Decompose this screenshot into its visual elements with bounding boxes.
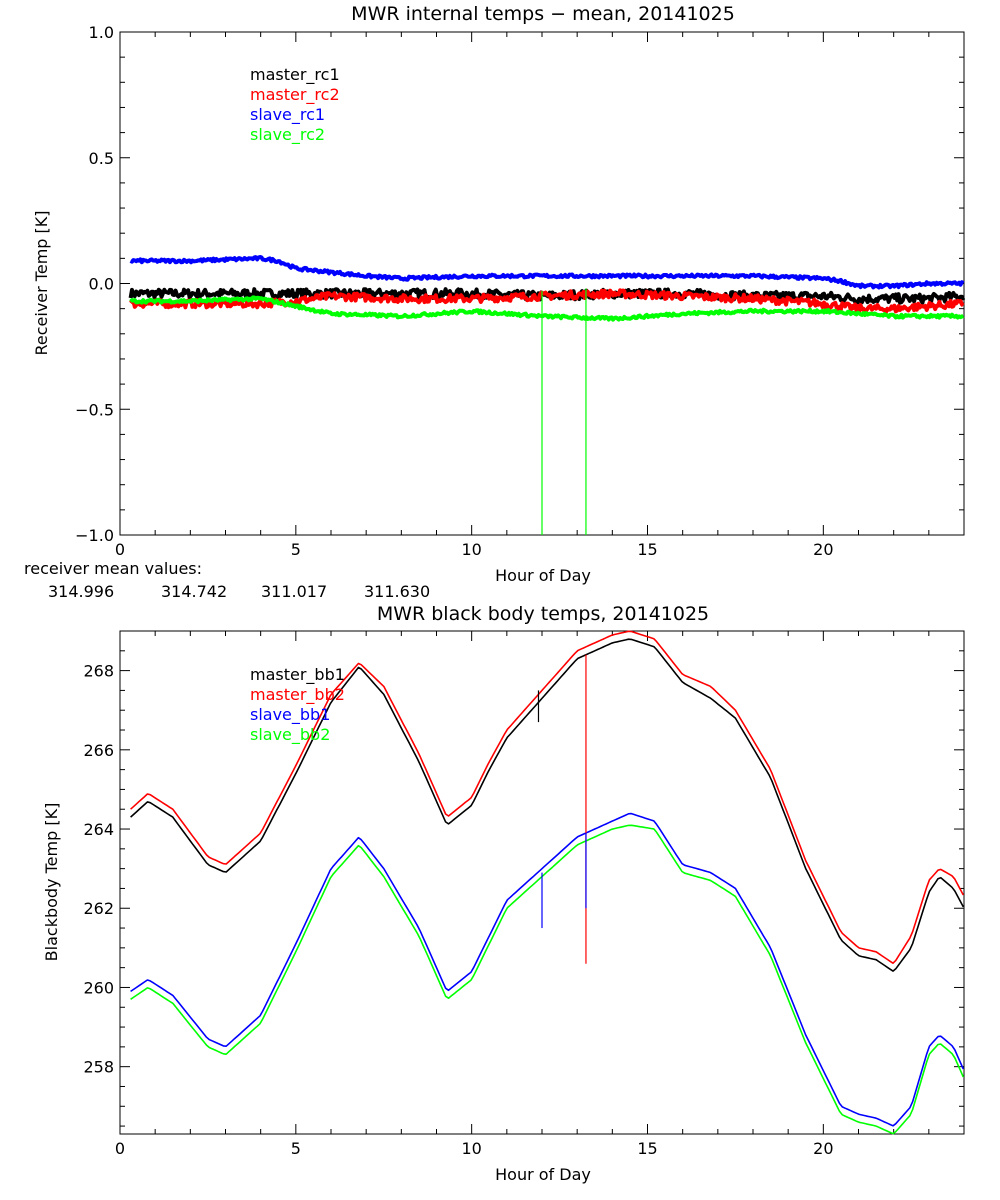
legend-entry-master_bb2: master_bb2 [250,685,345,705]
x-tick-label: 10 [461,1139,481,1158]
chart-bottom-xlabel: Hour of Day [495,1165,591,1184]
receiver-mean-value: 311.630 [364,582,430,601]
chart-top-title: MWR internal temps − mean, 20141025 [351,3,735,25]
legend-entry-slave_rc2: slave_rc2 [250,125,325,145]
chart-bottom-ticks: 0 5 10 15 20 258 260 262 264 266 268 [83,630,965,1158]
chart-bottom-title: MWR black body temps, 20141025 [377,603,709,625]
chart-top-xlabel: Hour of Day [495,566,591,585]
y-tick-label: 268 [83,662,114,681]
chart-bottom: MWR black body temps, 20141025 0 5 10 15 20 2… [42,603,965,1184]
x-tick-label: 20 [813,540,833,559]
x-tick-label: 15 [637,1139,657,1158]
x-tick-label: 0 [115,1139,125,1158]
legend-entry-master_rc2: master_rc2 [250,85,340,105]
x-tick-label: 5 [291,1139,301,1158]
receiver-mean-value: 311.017 [261,582,327,601]
x-tick-label: 20 [813,1139,833,1158]
receiver-mean-value: 314.742 [161,582,227,601]
series-line-master_rc2 [129,288,965,315]
chart-top-series [128,255,966,535]
y-tick-label: 260 [83,978,114,997]
receiver-mean-value: 314.996 [48,582,114,601]
receiver-mean-label: receiver mean values: [24,559,202,578]
x-tick-label: 0 [115,540,125,559]
y-tick-label: 264 [83,820,114,839]
x-tick-label: 10 [461,540,481,559]
series-line-slave_bb1 [130,812,965,1127]
chart-top: MWR internal temps − mean, 20141025 0 5 10… [24,3,966,601]
series-line-slave_rc1 [129,255,965,290]
legend-entry-slave_bb2: slave_bb2 [250,725,330,745]
y-tick-label: 262 [83,899,114,918]
legend-entry-master_rc1: master_rc1 [250,65,340,85]
chart-bottom-series [130,630,965,1135]
y-tick-label: −1.0 [75,526,114,545]
chart-top-ylabel: Receiver Temp [K] [32,210,51,355]
x-tick-label: 5 [291,540,301,559]
chart-top-ticks: 0 5 10 15 20 −1.0 −0.5 0.0 0.5 1.0 [75,23,965,559]
legend-entry-slave_bb1: slave_bb1 [250,705,330,725]
y-tick-label: 266 [83,741,114,760]
y-tick-label: −0.5 [75,400,114,419]
series-line-slave_bb2 [130,824,965,1135]
chart-bottom-ylabel: Blackbody Temp [K] [42,803,61,962]
series-line-slave_rc2 [129,295,965,322]
y-tick-label: 1.0 [89,23,114,42]
legend-entry-master_bb1: master_bb1 [250,665,345,685]
y-tick-label: 0.5 [89,149,114,168]
y-tick-label: 258 [83,1058,114,1077]
series-line-master_bb2 [130,630,965,965]
x-tick-label: 15 [637,540,657,559]
legend-entry-slave_rc1: slave_rc1 [250,105,325,125]
series-line-master_bb1 [130,638,965,972]
y-tick-label: 0.0 [89,275,114,294]
